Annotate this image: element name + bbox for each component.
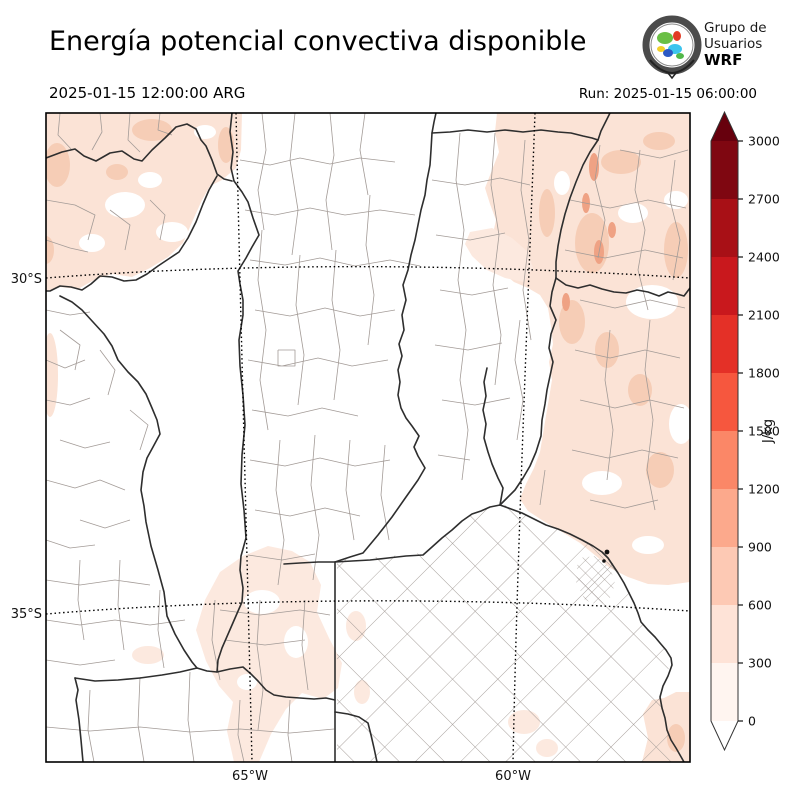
colorbar-segment	[711, 373, 738, 431]
colorbar-segment	[711, 663, 738, 721]
lat-label-35s: 35°S	[11, 607, 42, 622]
department-boundaries-northeast	[539, 144, 689, 511]
logo-text: Grupo de Usuarios WRF	[704, 20, 767, 68]
colorbar-segment	[711, 547, 738, 605]
map-content	[46, 113, 690, 762]
colorbar-tick-label: 2700	[748, 192, 780, 207]
colorbar-segment	[711, 199, 738, 257]
cape-shading-northeast	[465, 113, 690, 585]
lon-label-60w: 60°W	[495, 769, 531, 784]
colorbar-segment	[711, 605, 738, 663]
colorbar-segment	[711, 257, 738, 315]
colorbar-tick-label: 600	[748, 598, 772, 613]
colorbar-tick-label: 300	[748, 656, 772, 671]
colorbar-tick-label: 1800	[748, 366, 780, 381]
colorbar-tick-label: 900	[748, 540, 772, 555]
department-mesh-amba	[576, 556, 615, 606]
graticule	[46, 113, 690, 762]
city-marker	[604, 549, 610, 555]
colorbar-tick-label: 3000	[748, 134, 780, 149]
colorbar-segment	[711, 141, 738, 199]
page-title: Energía potencial convectiva disponible	[49, 26, 587, 57]
lon-label-65w: 65°W	[232, 769, 268, 784]
colorbar-segment	[711, 431, 738, 489]
colorbar-tick-label: 1500	[748, 424, 780, 439]
lat-label-30s: 30°S	[11, 272, 42, 287]
run-time-label: Run: 2025-01-15 06:00:00	[578, 86, 757, 102]
map-frame	[45, 112, 691, 763]
colorbar-segment	[711, 315, 738, 373]
colorbar-tick-label: 2100	[748, 308, 780, 323]
department-boundaries-east	[431, 132, 532, 481]
logo-line3-wrf: WRF	[704, 51, 743, 69]
colorbar-tick-label: 2400	[748, 250, 780, 265]
colorbar-segment	[711, 489, 738, 547]
logo-laurel	[649, 59, 695, 75]
department-boundaries-center	[211, 113, 421, 731]
logo-line2: Usuarios	[704, 36, 763, 52]
colorbar-over-arrow	[711, 112, 738, 141]
valid-time-label: 2025-01-15 12:00:00 ARG	[49, 84, 246, 102]
colorbar-unit-label: J/kg	[761, 419, 776, 444]
gridline-30s	[46, 265, 690, 279]
colorbar-tick-label: 1200	[748, 482, 780, 497]
department-boundaries-west	[46, 113, 335, 762]
colorbar-under-arrow	[711, 721, 738, 750]
cape-shading-northwest	[46, 113, 242, 417]
colorbar-tick-label: 0	[748, 714, 756, 729]
city-marker	[602, 559, 606, 563]
province-boundaries	[46, 113, 690, 762]
logo-line1: Grupo de	[704, 20, 767, 36]
